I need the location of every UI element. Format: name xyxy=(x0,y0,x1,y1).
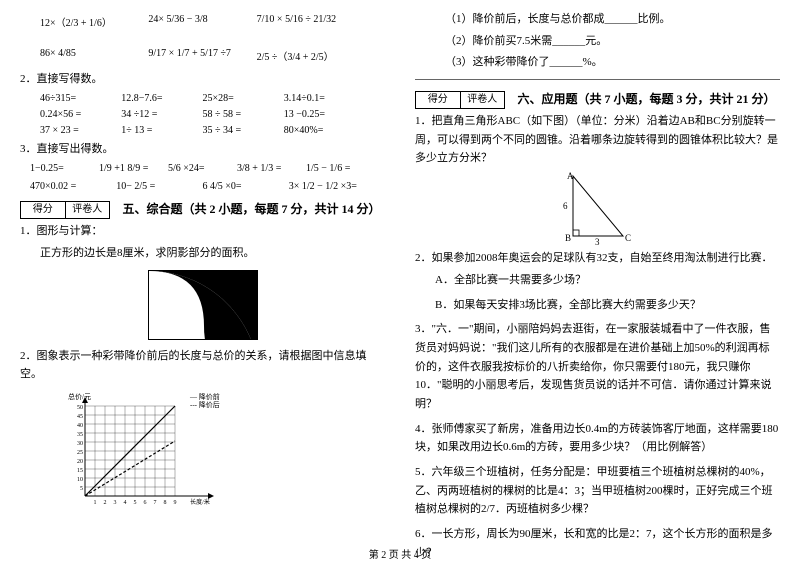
grader-label: 评卷人 xyxy=(66,202,110,218)
grader-label: 评卷人 xyxy=(461,92,505,108)
svg-text:2: 2 xyxy=(104,500,107,506)
score-label: 得分 xyxy=(416,92,461,108)
calc: 3× 1/2 − 1/2 ×3= xyxy=(289,181,375,192)
calc: 10− 2/5 = xyxy=(116,181,202,192)
svg-text:6: 6 xyxy=(563,201,568,211)
calc: 80×40%= xyxy=(284,125,365,136)
question-2: 2．直接写得数。 xyxy=(20,70,385,89)
calc: 37 × 23 = xyxy=(40,125,121,136)
svg-text:45: 45 xyxy=(77,414,83,420)
svg-text:6: 6 xyxy=(144,500,147,506)
calc-row: 37 × 23 = 1÷ 13 = 35 ÷ 34 = 80×40%= xyxy=(20,124,385,137)
calc: 3.14÷0.1= xyxy=(284,93,365,104)
svg-text:3: 3 xyxy=(595,237,600,246)
calc-row: 1−0.25= 1/9 +1 8/9 = 5/6 ×24= 3/8 + 1/3 … xyxy=(20,161,385,176)
svg-text:— 降价前: — 降价前 xyxy=(189,392,220,401)
expr: 2/5 ÷（3/4 + 2/5） xyxy=(257,48,365,63)
svg-text:7: 7 xyxy=(154,500,157,506)
calc: 46÷315= xyxy=(40,93,121,104)
svg-text:C: C xyxy=(625,233,631,243)
question-1b: 1．图形与计算： xyxy=(20,222,385,241)
question-2b: 2．图象表示一种彩带降价前后的长度与总价的关系，请根据图中信息填空。 xyxy=(20,347,385,384)
svg-text:10: 10 xyxy=(77,477,83,483)
svg-text:8: 8 xyxy=(164,500,167,506)
calc: 1/5 − 1/6 = xyxy=(306,163,375,174)
svg-text:20: 20 xyxy=(77,459,83,465)
svg-text:1: 1 xyxy=(94,500,97,506)
calc: 13 −0.25= xyxy=(284,109,365,120)
calc: 470×0.02 = xyxy=(30,181,116,192)
price-chart: 总价/元 — 降价前 --- 降价后 xyxy=(60,391,220,511)
svg-text:B: B xyxy=(565,233,571,243)
calc-row: 470×0.02 = 10− 2/5 = 6 4/5 ×0= 3× 1/2 − … xyxy=(20,179,385,194)
calc: 34 ÷12 = xyxy=(121,109,202,120)
expr: 12×（2/3 + 1/6） xyxy=(40,14,148,29)
q6-2b: B．如果每天安排3场比赛，全部比赛大约需要多少天？ xyxy=(415,296,780,315)
q6-2a: A．全部比赛一共需要多少场？ xyxy=(415,271,780,290)
expression-row-1: 12×（2/3 + 1/6） 24× 5/36 − 3/8 7/10 × 5/1… xyxy=(20,10,385,33)
svg-text:50: 50 xyxy=(77,405,83,411)
svg-text:--- 降价后: --- 降价后 xyxy=(190,400,220,409)
q6-4: 4．张师傅家买了新房，准备用边长0.4m的方砖装饰客厅地面，这样需要180块，如… xyxy=(415,420,780,457)
score-label: 得分 xyxy=(21,202,66,218)
q6-3: 3．"六．一"期间，小丽陪妈妈去逛街，在一家服装城看中了一件衣服，售货员对妈妈说… xyxy=(415,320,780,413)
calc: 6 4/5 ×0= xyxy=(203,181,289,192)
svg-text:5: 5 xyxy=(80,486,83,492)
section-5-title: 五、综合题（共 2 小题，每题 7 分，共计 14 分） xyxy=(118,200,385,217)
svg-text:40: 40 xyxy=(77,423,83,429)
score-box: 得分 评卷人 xyxy=(20,201,110,219)
expr: 9/17 × 1/7 + 5/17 ÷7 xyxy=(148,48,256,63)
calc: 58 ÷ 58 = xyxy=(203,109,284,120)
svg-text:30: 30 xyxy=(77,441,83,447)
section-6-title: 六、应用题（共 7 小题，每题 3 分，共计 21 分） xyxy=(513,90,780,107)
calc: 35 ÷ 34 = xyxy=(203,125,284,136)
q6-1: 1．把直角三角形ABC（如下图）（单位：分米）沿着边AB和BC分别旋转一周，可以… xyxy=(415,112,780,168)
expr: 24× 5/36 − 3/8 xyxy=(148,14,256,29)
calc-row: 0.24×56 = 34 ÷12 = 58 ÷ 58 = 13 −0.25= xyxy=(20,108,385,121)
svg-text:5: 5 xyxy=(134,500,137,506)
chart-y-label: 总价/元 xyxy=(68,392,91,401)
question-1b-text: 正方形的边长是8厘米，求阴影部分的面积。 xyxy=(20,244,385,263)
calc: 12.8−7.6= xyxy=(121,93,202,104)
svg-text:3: 3 xyxy=(114,500,117,506)
calc: 25×28= xyxy=(203,93,284,104)
fill-3: （3）这种彩带降价了______%。 xyxy=(415,53,780,72)
score-box: 得分 评卷人 xyxy=(415,91,505,109)
square-pattern-figure xyxy=(148,270,258,340)
calc-row: 46÷315= 12.8−7.6= 25×28= 3.14÷0.1= xyxy=(20,92,385,105)
fill-1: （1）降价前后，长度与总价都成______比例。 xyxy=(415,10,780,29)
fill-2: （2）降价前买7.5米需______元。 xyxy=(415,32,780,51)
expr: 86× 4/85 xyxy=(40,48,148,63)
calc: 1−0.25= xyxy=(30,163,99,174)
q6-5: 5．六年级三个班植树，任务分配是：甲班要植三个班植树总棵树的40%，乙、丙两班植… xyxy=(415,463,780,519)
expr: 7/10 × 5/16 ÷ 21/32 xyxy=(257,14,365,29)
calc: 1÷ 13 = xyxy=(121,125,202,136)
calc: 3/8 + 1/3 = xyxy=(237,163,306,174)
svg-text:15: 15 xyxy=(77,468,83,474)
question-3: 3．直接写出得数。 xyxy=(20,140,385,159)
expression-row-2: 86× 4/85 9/17 × 1/7 + 5/17 ÷7 2/5 ÷（3/4 … xyxy=(20,44,385,67)
svg-text:长度/米: 长度/米 xyxy=(190,498,210,506)
svg-text:25: 25 xyxy=(77,450,83,456)
calc: 0.24×56 = xyxy=(40,109,121,120)
triangle-figure: A B C 6 3 xyxy=(553,171,643,246)
svg-text:9: 9 xyxy=(174,500,177,506)
calc: 5/6 ×24= xyxy=(168,163,237,174)
svg-text:35: 35 xyxy=(77,432,83,438)
q6-2: 2．如果参加2008年奥运会的足球队有32支，自始至终用淘汰制进行比赛． xyxy=(415,249,780,268)
svg-text:A: A xyxy=(567,171,574,181)
calc: 1/9 +1 8/9 = xyxy=(99,163,168,174)
svg-text:4: 4 xyxy=(124,500,127,506)
page-footer: 第 2 页 共 4 页 xyxy=(0,546,800,561)
